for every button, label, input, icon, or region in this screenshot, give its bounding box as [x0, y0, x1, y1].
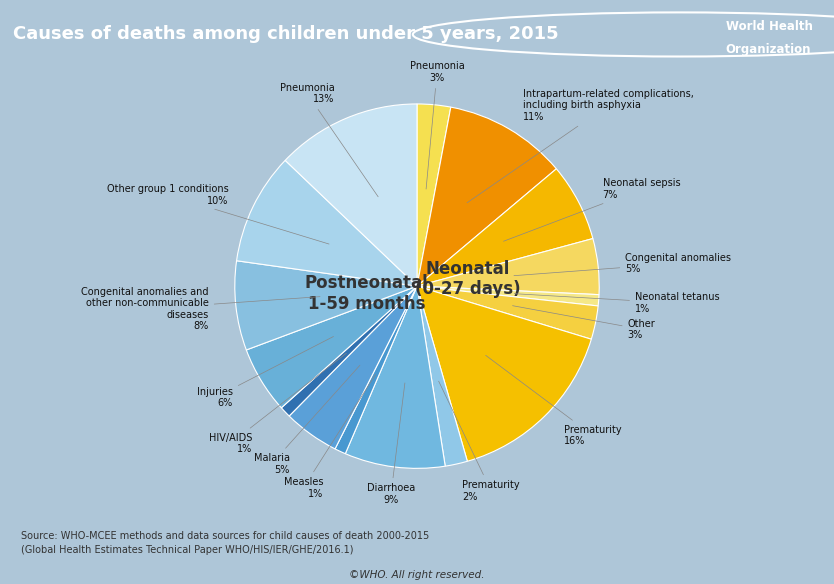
Wedge shape	[335, 286, 417, 454]
Text: Congenital anomalies and
other non-communicable
diseases
8%: Congenital anomalies and other non-commu…	[81, 287, 320, 331]
Text: Causes of deaths among children under 5 years, 2015: Causes of deaths among children under 5 …	[13, 26, 558, 43]
Text: Malaria
5%: Malaria 5%	[254, 365, 360, 475]
Text: Postneonatal
1-59 months: Postneonatal 1-59 months	[304, 274, 429, 312]
Wedge shape	[417, 286, 467, 466]
Text: Organization: Organization	[726, 43, 811, 56]
Text: Injuries
6%: Injuries 6%	[197, 336, 334, 408]
Text: Neonatal
(0-27 days): Neonatal (0-27 days)	[414, 260, 520, 298]
Text: Prematurity
2%: Prematurity 2%	[439, 381, 520, 502]
Text: HIV/AIDS
1%: HIV/AIDS 1%	[208, 353, 346, 454]
Wedge shape	[246, 286, 417, 408]
Wedge shape	[289, 286, 417, 449]
Wedge shape	[417, 238, 599, 295]
Wedge shape	[417, 104, 451, 286]
Text: Other
3%: Other 3%	[513, 305, 656, 340]
Text: Measles
1%: Measles 1%	[284, 374, 375, 499]
Wedge shape	[417, 107, 556, 286]
Wedge shape	[417, 286, 591, 461]
Wedge shape	[285, 104, 417, 286]
Wedge shape	[417, 286, 598, 339]
Text: Pneumonia
13%: Pneumonia 13%	[280, 83, 378, 197]
Wedge shape	[237, 161, 417, 286]
Wedge shape	[281, 286, 417, 416]
Text: ©WHO. All right reserved.: ©WHO. All right reserved.	[349, 570, 485, 580]
Text: Other group 1 conditions
10%: Other group 1 conditions 10%	[107, 184, 329, 244]
Text: Intrapartum-related complications,
including birth asphyxia
11%: Intrapartum-related complications, inclu…	[467, 89, 694, 203]
Text: World Health: World Health	[726, 20, 812, 33]
Text: Diarrhoea
9%: Diarrhoea 9%	[367, 383, 415, 505]
Text: Source: WHO-MCEE methods and data sources for child causes of death 2000-2015
(G: Source: WHO-MCEE methods and data source…	[21, 531, 430, 555]
Text: Pneumonia
3%: Pneumonia 3%	[409, 61, 465, 189]
Wedge shape	[417, 286, 599, 306]
Text: Neonatal tetanus
1%: Neonatal tetanus 1%	[515, 293, 720, 314]
Wedge shape	[417, 169, 593, 286]
Text: Prematurity
16%: Prematurity 16%	[485, 355, 621, 446]
Wedge shape	[345, 286, 445, 468]
Wedge shape	[235, 260, 417, 350]
Text: Neonatal sepsis
7%: Neonatal sepsis 7%	[504, 178, 681, 241]
Text: Congenital anomalies
5%: Congenital anomalies 5%	[514, 253, 731, 276]
